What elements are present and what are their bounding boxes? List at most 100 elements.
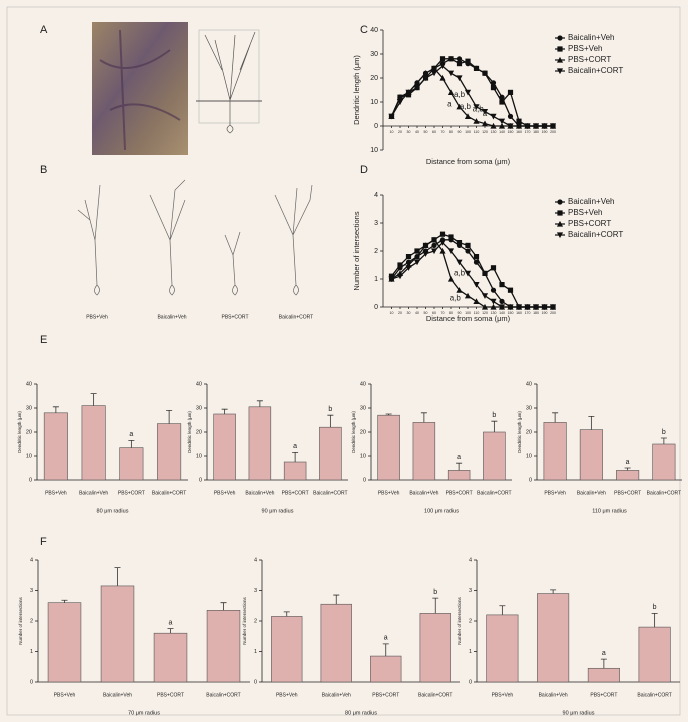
x-tick-label: 140 — [499, 130, 505, 134]
y-tick-label: 30 — [26, 405, 32, 411]
bar-label: a — [626, 459, 630, 466]
bar — [483, 431, 506, 481]
x-tick-label: 200 — [550, 130, 556, 134]
bar — [543, 422, 567, 481]
marker — [465, 248, 471, 254]
x-tick-label: Baicalin+CORT — [313, 490, 348, 496]
y-axis-label: Dendritic length (μm) — [517, 411, 522, 453]
error-bar — [432, 597, 439, 614]
marker — [422, 251, 429, 257]
marker — [456, 240, 463, 246]
x-tick-label: 180 — [533, 311, 539, 315]
bar — [370, 655, 402, 683]
legend-label: PBS+Veh — [568, 44, 602, 53]
y-tick-label: 1 — [30, 649, 33, 655]
x-tick-label: 110 — [474, 130, 480, 134]
x-tick-label: PBS+Veh — [54, 692, 76, 698]
y-tick-label: 10 — [370, 99, 378, 106]
marker — [430, 248, 438, 255]
marker — [473, 65, 480, 71]
marker — [413, 259, 421, 266]
marker — [490, 113, 497, 120]
marker — [507, 89, 514, 95]
x-tick-label: 40 — [415, 130, 419, 134]
y-tick-label: 0 — [199, 477, 202, 483]
x-tick-label: 20 — [398, 130, 402, 134]
y-tick-label: 0 — [254, 679, 257, 685]
y-tick-label: 0 — [30, 679, 33, 685]
error-bar — [624, 467, 631, 471]
marker — [490, 287, 497, 293]
error-bar — [600, 658, 607, 669]
x-tick-label: 70 — [441, 130, 445, 134]
error-bar — [660, 437, 667, 444]
y-tick-label: 2 — [30, 618, 33, 624]
x-tick-label: Baicalin+CORT — [477, 490, 512, 496]
x-axis-label: 80 μm radius — [345, 710, 377, 716]
x-tick-label: 80 — [449, 130, 453, 134]
y-axis-label: Dendritic length (μm) — [352, 55, 361, 125]
x-tick-label: PBS+Veh — [45, 490, 67, 496]
marker — [473, 259, 480, 265]
legend-label: Baicalin+Veh — [568, 33, 614, 42]
x-tick-label: 150 — [508, 311, 514, 315]
bar-label: b — [492, 412, 496, 419]
x-tick-label: 170 — [525, 130, 531, 134]
x-axis-label: 90 μm radius — [563, 710, 595, 716]
marker — [473, 282, 480, 288]
marker — [473, 298, 480, 304]
panel-label: D — [360, 164, 368, 176]
annotation: a,b — [454, 90, 466, 99]
x-tick-label: 180 — [533, 130, 539, 134]
marker — [482, 70, 488, 76]
y-tick-label: 20 — [196, 429, 202, 435]
marker — [498, 122, 506, 129]
marker — [396, 99, 404, 106]
x-tick-label: PBS+CORT — [446, 490, 473, 496]
x-tick-label: 120 — [482, 130, 488, 134]
marker — [524, 304, 531, 311]
y-tick-label: 0 — [29, 477, 32, 483]
bar — [537, 593, 570, 683]
marker — [482, 270, 488, 276]
marker — [499, 282, 505, 288]
y-tick-label: 1 — [374, 276, 378, 283]
bar — [587, 667, 620, 683]
x-tick-label: Baicalin+CORT — [152, 490, 187, 496]
marker — [532, 123, 540, 130]
x-tick-label: Baicalin+Veh — [245, 490, 274, 496]
marker — [397, 262, 403, 268]
y-axis-label: Dendritic length (μm) — [351, 411, 356, 453]
x-tick-label: PBS+Veh — [378, 490, 400, 496]
marker — [422, 75, 429, 82]
x-tick-label: 160 — [516, 311, 522, 315]
marker — [464, 270, 472, 277]
marker — [481, 303, 489, 310]
x-tick-label: 160 — [516, 130, 522, 134]
marker — [490, 80, 497, 86]
x-tick-label: 80 — [449, 311, 453, 315]
error-bar — [283, 611, 290, 617]
bar-label: a — [169, 619, 173, 626]
y-tick-label: 0 — [363, 477, 366, 483]
marker — [499, 298, 505, 304]
annotation: a,b — [454, 269, 466, 278]
error-bar — [382, 643, 389, 657]
error-bar — [456, 462, 463, 471]
marker — [439, 74, 446, 81]
marker — [490, 122, 497, 129]
marker — [456, 56, 463, 62]
marker — [498, 118, 506, 125]
y-tick-label: 10 — [370, 147, 378, 154]
x-tick-label: 20 — [398, 311, 402, 315]
frame — [6, 6, 681, 716]
y-tick-label: 40 — [526, 381, 532, 387]
x-tick-label: 130 — [491, 311, 497, 315]
y-tick-label: 4 — [254, 557, 257, 563]
legend-label: Baicalin+CORT — [568, 230, 623, 239]
marker — [532, 304, 540, 311]
error-bar — [588, 416, 595, 430]
panel-label: E — [40, 334, 47, 346]
x-tick-label: 150 — [508, 130, 514, 134]
